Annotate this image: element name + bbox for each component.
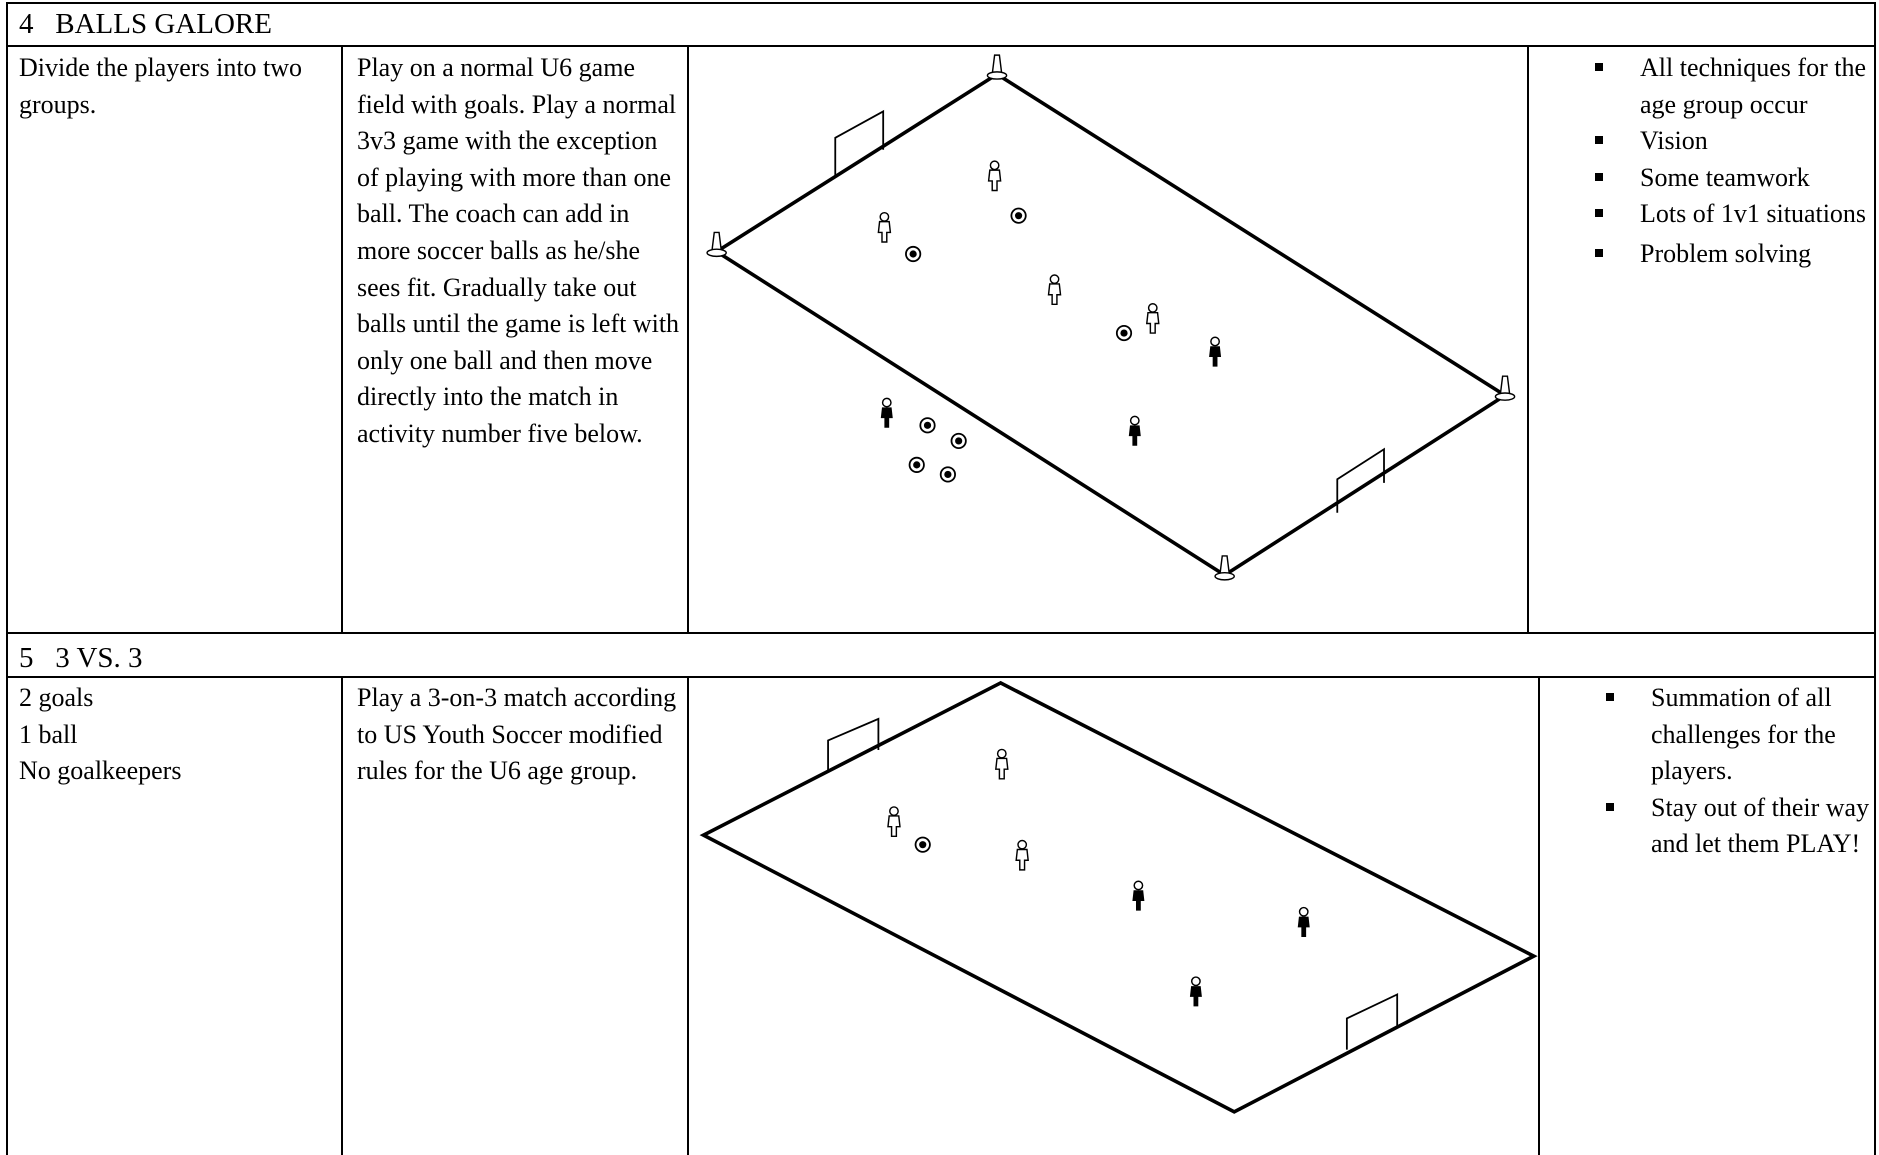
organization-line: 1 ball <box>19 719 78 749</box>
section-number: 5 <box>19 642 34 674</box>
border <box>6 2 1876 4</box>
organization: 2 goals 1 ball No goalkeepers <box>19 680 337 790</box>
border <box>6 676 1876 678</box>
coaching-point: Vision <box>1595 123 1872 160</box>
section-title: 3 VS. 3 <box>55 642 143 674</box>
organization: Divide the players into two groups. <box>19 53 303 119</box>
border <box>341 676 343 1155</box>
section-header: 5 3 VS. 3 <box>19 640 143 677</box>
border <box>6 2 8 1155</box>
description: Play on a normal U6 game field with goal… <box>357 53 680 448</box>
coaching-point: Stay out of their way and let them PLAY! <box>1606 790 1871 863</box>
coaching-points: All techniques for the age group occur V… <box>1595 50 1872 273</box>
coaching-points: Summation of all challenges for the play… <box>1606 680 1871 863</box>
section-header: 4 BALLS GALORE <box>19 6 272 43</box>
border <box>6 45 1876 47</box>
diagram-balls-galore <box>706 54 1516 581</box>
coaching-point: Problem solving <box>1595 236 1872 273</box>
border <box>341 45 343 634</box>
description: Play a 3-on-3 match according to US Yout… <box>357 683 677 786</box>
border <box>6 632 1876 634</box>
coaching-point: Some teamwork <box>1595 160 1872 197</box>
border <box>1527 45 1529 634</box>
coaching-point: All techniques for the age group occur <box>1595 50 1872 123</box>
border <box>687 45 689 634</box>
coaching-point: Lots of 1v1 situations <box>1595 196 1872 233</box>
section-title: BALLS GALORE <box>55 8 272 40</box>
border <box>1874 2 1876 1155</box>
section-number: 4 <box>19 8 34 40</box>
organization-line: No goalkeepers <box>19 756 182 786</box>
border <box>687 676 689 1155</box>
border <box>1538 676 1540 1155</box>
organization-line: 2 goals <box>19 683 94 712</box>
diagram-3v3 <box>699 680 1538 1114</box>
coaching-point: Summation of all challenges for the play… <box>1606 680 1871 790</box>
